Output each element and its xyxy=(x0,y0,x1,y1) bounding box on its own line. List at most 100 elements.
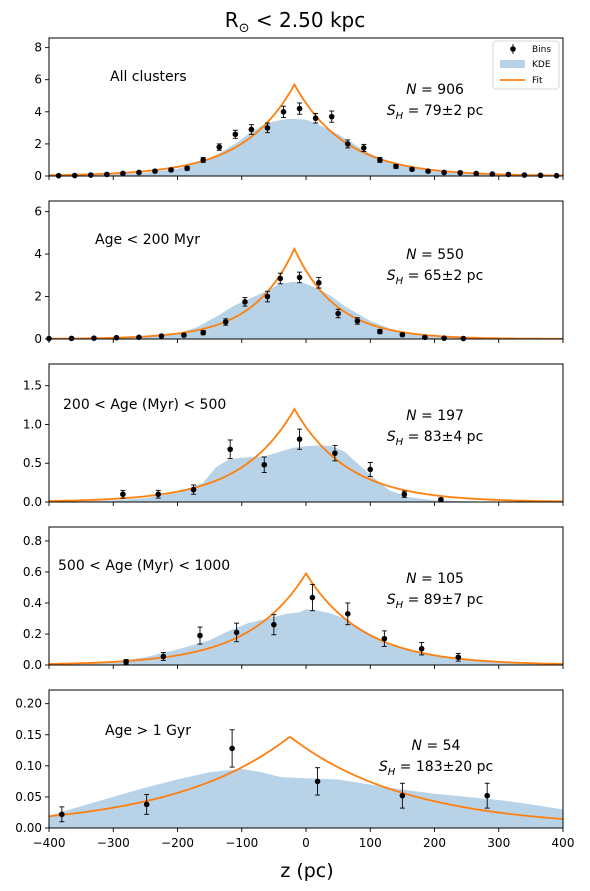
bin-marker xyxy=(216,144,223,150)
scale-height: SH = 183±20 pc xyxy=(379,759,493,778)
bin-point xyxy=(296,271,303,284)
bin-point xyxy=(401,490,408,498)
legend-kde-swatch xyxy=(500,60,525,68)
y-tick-label: 0.0 xyxy=(23,658,42,672)
bin-point xyxy=(123,659,129,665)
bin-point xyxy=(155,489,162,499)
bin-point xyxy=(438,496,444,503)
bin-marker xyxy=(232,131,239,138)
x-tick-label: −300 xyxy=(97,836,130,850)
panel-label: Age < 200 Myr xyxy=(95,232,200,248)
bin-marker xyxy=(222,319,229,325)
bin-marker xyxy=(312,115,319,122)
bin-point xyxy=(181,332,187,338)
n-symbol: N xyxy=(406,571,417,587)
y-tick-label: 8 xyxy=(34,41,42,55)
fit-curve xyxy=(49,407,563,502)
y-tick-label: 6 xyxy=(34,73,42,87)
x-tick-label: 400 xyxy=(552,836,575,850)
panel-label: Age > 1 Gyr xyxy=(105,723,191,739)
kde-area xyxy=(49,445,563,502)
bin-point xyxy=(354,317,361,325)
bin-point xyxy=(120,489,126,499)
panel-1: 0 2 4 6 8 All clusters N = 906 SH = 79±2 pc xyxy=(34,37,564,183)
bin-point xyxy=(91,335,97,341)
sh-subscript: H xyxy=(396,276,404,287)
fit-curve xyxy=(49,246,563,339)
bin-marker xyxy=(361,145,367,151)
y-tick-label: 0 xyxy=(34,169,42,183)
n-eq: = xyxy=(417,571,438,587)
sh-eq: = xyxy=(403,103,424,119)
bin-point xyxy=(441,335,447,341)
bin-marker xyxy=(181,332,187,338)
n-symbol: N xyxy=(406,408,417,424)
y-tick-label: 0.0 xyxy=(23,495,42,509)
bin-marker xyxy=(200,329,206,336)
bin-marker xyxy=(280,109,287,115)
panel-label: 500 < Age (Myr) < 1000 xyxy=(58,558,230,574)
bin-point xyxy=(184,165,190,172)
sh-subscript: H xyxy=(396,437,404,448)
bin-point xyxy=(233,622,240,643)
bin-point xyxy=(200,157,206,163)
bin-point xyxy=(227,439,233,460)
bin-marker xyxy=(377,328,383,335)
bin-point xyxy=(367,462,374,477)
bin-point xyxy=(190,484,197,495)
bin-marker xyxy=(296,274,303,281)
bin-point xyxy=(87,172,94,178)
bin-marker xyxy=(155,491,162,498)
bin-point xyxy=(335,308,341,319)
bin-marker xyxy=(409,166,415,173)
sh-symbol: S xyxy=(387,429,396,445)
y-tick-label: 6 xyxy=(34,205,42,219)
bin-marker xyxy=(91,335,97,341)
bin-marker xyxy=(399,792,406,799)
panel-4: 0.0 0.2 0.4 0.6 0.8 500 < Age (Myr) < 1000 N =… xyxy=(23,526,564,672)
n-symbol: N xyxy=(406,82,417,98)
title-main: R xyxy=(225,8,239,32)
y-tick-label: 0.8 xyxy=(23,534,42,548)
bin-point xyxy=(425,168,431,174)
sh-symbol: S xyxy=(379,759,388,775)
bin-point xyxy=(232,129,239,139)
y-tick-label: 4 xyxy=(34,247,42,261)
bin-marker xyxy=(441,169,447,176)
bin-point xyxy=(484,782,490,809)
bin-point xyxy=(455,652,462,662)
n-count: N = 54 xyxy=(412,738,461,754)
sh-subscript: H xyxy=(396,111,404,122)
x-tick-label: 200 xyxy=(423,836,446,850)
bin-marker xyxy=(457,169,464,176)
bin-point xyxy=(296,102,303,115)
bin-point xyxy=(280,105,287,118)
bin-marker xyxy=(271,621,277,628)
bin-marker xyxy=(377,157,383,163)
n-eq: = xyxy=(417,82,438,98)
bin-marker xyxy=(314,778,321,785)
bin-marker xyxy=(264,293,271,300)
bin-marker xyxy=(197,632,203,639)
bin-point xyxy=(197,626,203,645)
scale-height: SH = 65±2 pc xyxy=(387,268,484,287)
bin-marker xyxy=(200,157,206,163)
y-tick-label: 1.0 xyxy=(23,417,42,431)
bin-point xyxy=(457,169,464,176)
bin-marker xyxy=(264,125,271,131)
bin-point xyxy=(316,276,322,289)
bin-point xyxy=(489,171,496,177)
bin-point xyxy=(521,172,528,178)
bin-marker xyxy=(120,491,126,498)
x-axis-label: z (pc) xyxy=(280,860,333,882)
panel-3: 0.0 0.5 1.0 1.5 200 < Age (Myr) < 500 N = 197… xyxy=(23,363,564,509)
bin-marker xyxy=(261,461,268,468)
bin-point xyxy=(314,767,321,796)
bin-point xyxy=(418,642,425,656)
y-tick-label: 0.15 xyxy=(15,728,42,742)
sh-subscript: H xyxy=(388,767,396,778)
fit-curve xyxy=(49,571,563,665)
bin-marker xyxy=(455,654,462,661)
bin-point xyxy=(332,444,338,462)
